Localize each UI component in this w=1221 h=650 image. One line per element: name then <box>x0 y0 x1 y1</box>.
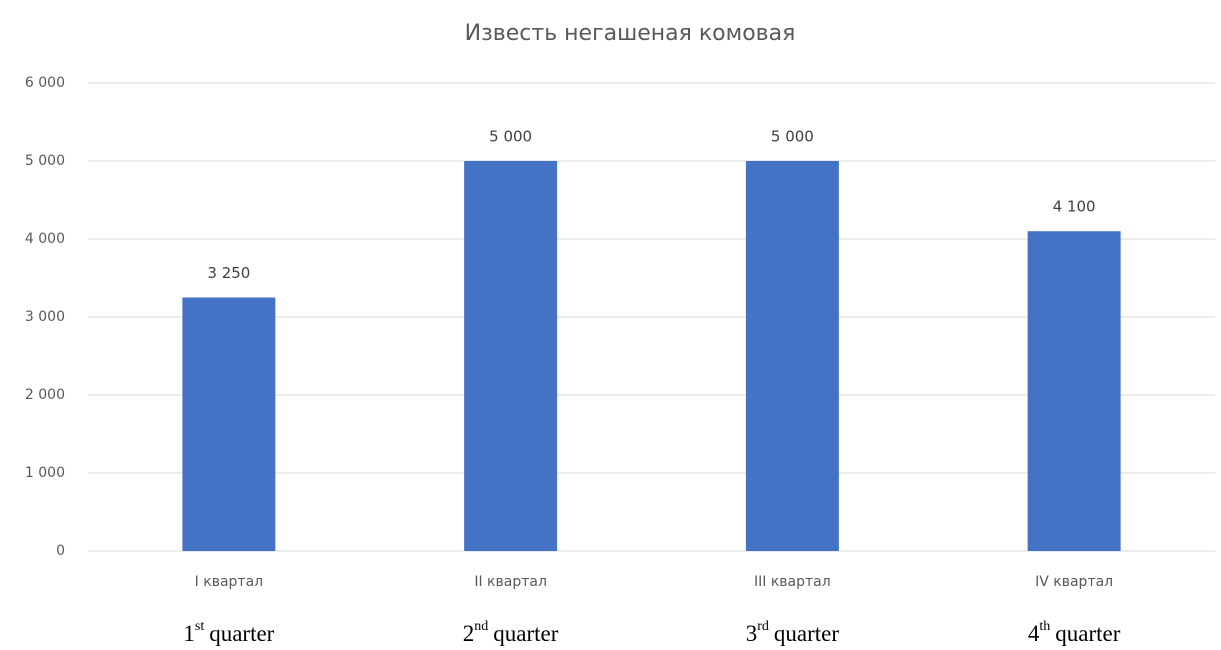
y-tick-label: 0 <box>56 543 65 559</box>
annotation: 4th quarter <box>1028 619 1121 646</box>
annotation-number: 4 <box>1028 621 1040 646</box>
value-label: 3 250 <box>207 264 250 282</box>
annotation: 2nd quarter <box>463 619 559 646</box>
annotation-suffix: rd <box>757 619 769 634</box>
bar <box>745 161 839 551</box>
x-tick-label: IV квартал <box>1035 574 1113 590</box>
annotation-number: 1 <box>183 621 195 646</box>
chart-title: Известь негашеная комовая <box>465 21 796 46</box>
y-tick-label: 5 000 <box>25 153 65 169</box>
annotation: 3rd quarter <box>746 619 840 646</box>
annotation-text: quarter <box>774 621 839 646</box>
y-tick-label: 6 000 <box>25 75 65 91</box>
annotation-suffix: nd <box>474 619 488 634</box>
annotation-suffix: th <box>1039 619 1050 634</box>
y-tick-label: 4 000 <box>25 231 65 247</box>
bar <box>182 297 276 551</box>
value-label: 5 000 <box>771 128 814 146</box>
annotation-suffix: st <box>195 619 204 634</box>
x-tick-label: III квартал <box>754 574 831 590</box>
y-tick-label: 1 000 <box>25 465 65 481</box>
value-label: 5 000 <box>489 128 532 146</box>
annotation-text: quarter <box>1055 621 1120 646</box>
annotation-text: quarter <box>493 621 558 646</box>
annotation-number: 2 <box>463 621 475 646</box>
annotation-text: quarter <box>209 621 274 646</box>
y-tick-label: 3 000 <box>25 309 65 325</box>
value-label: 4 100 <box>1053 198 1096 216</box>
x-tick-label: II квартал <box>474 574 547 590</box>
bar <box>464 161 558 551</box>
x-tick-label: I квартал <box>195 574 263 590</box>
y-tick-label: 2 000 <box>25 387 65 403</box>
bar <box>1027 231 1121 551</box>
annotation-number: 3 <box>746 621 758 646</box>
annotation: 1st quarter <box>183 619 274 646</box>
